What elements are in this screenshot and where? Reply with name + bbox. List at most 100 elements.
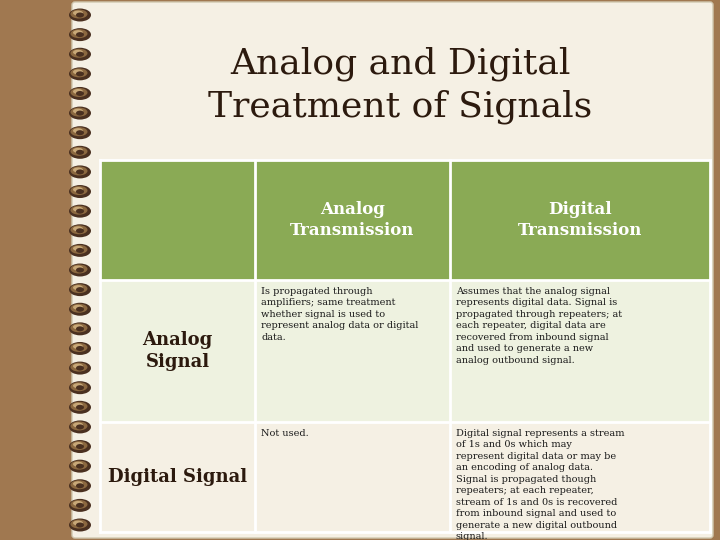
FancyBboxPatch shape [100,422,710,532]
Ellipse shape [76,267,84,273]
Ellipse shape [71,107,88,117]
Ellipse shape [69,165,91,178]
Ellipse shape [71,166,88,176]
Text: Analog
Transmission: Analog Transmission [290,201,415,239]
Ellipse shape [76,287,84,292]
Ellipse shape [71,10,88,18]
Ellipse shape [76,32,84,37]
Ellipse shape [76,483,84,488]
Ellipse shape [73,69,83,75]
Ellipse shape [73,109,83,113]
Ellipse shape [73,246,83,251]
Text: Analog
Signal: Analog Signal [143,331,212,371]
Ellipse shape [71,421,88,430]
Ellipse shape [71,127,88,136]
Ellipse shape [73,50,83,55]
Ellipse shape [73,285,83,290]
FancyBboxPatch shape [100,160,710,280]
Ellipse shape [71,245,88,254]
Ellipse shape [73,403,83,408]
Ellipse shape [76,424,84,429]
Ellipse shape [73,363,83,369]
Ellipse shape [69,205,91,218]
Ellipse shape [71,343,88,352]
Ellipse shape [73,501,83,506]
Ellipse shape [69,9,91,22]
Ellipse shape [71,69,88,77]
FancyBboxPatch shape [72,2,713,538]
Ellipse shape [73,344,83,349]
Ellipse shape [69,224,91,237]
Ellipse shape [69,106,91,119]
Ellipse shape [71,206,88,215]
Ellipse shape [76,91,84,96]
Ellipse shape [71,147,88,156]
Ellipse shape [73,266,83,271]
Ellipse shape [76,464,84,469]
Ellipse shape [73,207,83,212]
Ellipse shape [69,244,91,257]
Ellipse shape [76,405,84,410]
Ellipse shape [73,128,83,133]
Ellipse shape [73,325,83,329]
Ellipse shape [71,29,88,38]
Ellipse shape [76,523,84,528]
FancyBboxPatch shape [100,280,710,422]
Ellipse shape [73,30,83,35]
Text: Analog and Digital
Treatment of Signals: Analog and Digital Treatment of Signals [208,46,592,124]
Ellipse shape [73,89,83,94]
Ellipse shape [73,187,83,192]
Ellipse shape [76,326,84,332]
Ellipse shape [71,461,88,470]
Ellipse shape [69,381,91,394]
Ellipse shape [71,441,88,450]
Ellipse shape [73,481,83,486]
Ellipse shape [71,480,88,489]
Ellipse shape [69,28,91,41]
Ellipse shape [76,444,84,449]
Ellipse shape [69,401,91,414]
Ellipse shape [73,442,83,447]
Ellipse shape [69,322,91,335]
Ellipse shape [69,68,91,80]
Ellipse shape [76,346,84,351]
Ellipse shape [73,383,83,388]
Ellipse shape [76,248,84,253]
Ellipse shape [69,283,91,296]
Ellipse shape [71,186,88,195]
Ellipse shape [69,264,91,276]
Ellipse shape [76,12,84,17]
Text: Not used.: Not used. [261,429,309,438]
Ellipse shape [69,460,91,472]
Ellipse shape [76,503,84,508]
Ellipse shape [71,88,88,97]
Ellipse shape [73,10,83,16]
Ellipse shape [76,307,84,312]
Ellipse shape [71,402,88,411]
Ellipse shape [69,480,91,492]
Ellipse shape [71,362,88,372]
Ellipse shape [76,111,84,116]
Text: Is propagated through
amplifiers; same treatment
whether signal is used to
repre: Is propagated through amplifiers; same t… [261,287,418,342]
Ellipse shape [76,150,84,155]
Ellipse shape [76,170,84,174]
Ellipse shape [69,87,91,100]
Ellipse shape [76,189,84,194]
Ellipse shape [69,303,91,316]
Ellipse shape [76,130,84,135]
Ellipse shape [73,226,83,231]
Ellipse shape [71,284,88,293]
Ellipse shape [71,303,88,313]
Text: Digital Signal: Digital Signal [108,468,247,486]
Ellipse shape [71,382,88,391]
Ellipse shape [76,385,84,390]
Ellipse shape [73,305,83,310]
Ellipse shape [73,167,83,172]
Ellipse shape [71,323,88,332]
Ellipse shape [71,500,88,509]
Ellipse shape [69,48,91,60]
Ellipse shape [69,499,91,512]
Ellipse shape [71,225,88,234]
Ellipse shape [76,366,84,370]
Ellipse shape [73,422,83,428]
